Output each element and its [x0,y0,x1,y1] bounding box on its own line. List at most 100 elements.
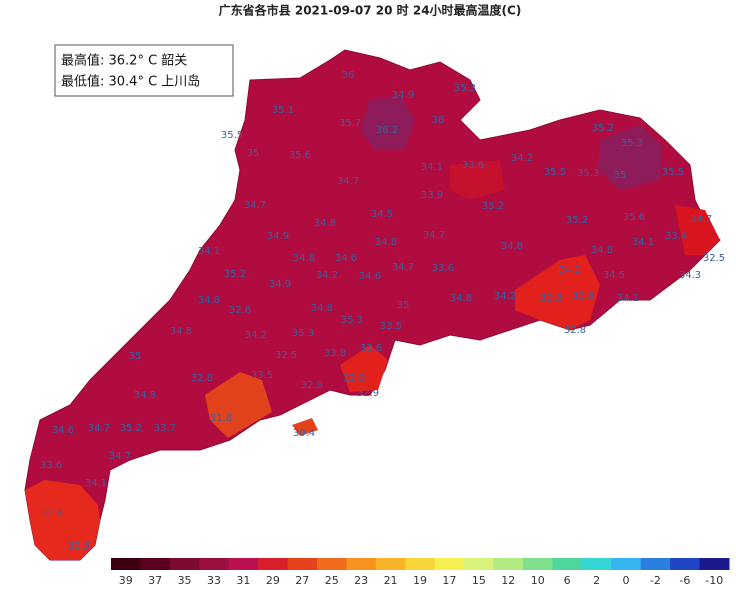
station-value: 32.9 [357,388,379,399]
colorbar-cell [434,558,465,570]
station-value: 34.2 [494,291,516,302]
station-value: 34.8 [198,295,220,306]
colorbar: 39 37 35 33 31 29 27 25 23 21 19 17 15 12 10 6 2 0 -2 -6 -10 [111,558,730,587]
station-value: 35.2 [566,215,588,226]
colorbar-label: 35 [178,574,192,587]
colorbar-label: 37 [148,574,162,587]
colorbar-label: 33 [207,574,221,587]
station-value: 32.8 [301,380,323,391]
station-value: 33.5 [251,370,273,381]
station-value: 35.2 [592,123,614,134]
station-value: 33.6 [432,263,454,274]
station-value: 34.7 [88,423,110,434]
station-value: 35.3 [454,83,476,94]
station-value: 31.8 [210,413,232,424]
station-value: 34.1 [85,478,107,489]
info-box [54,44,234,97]
region [340,345,388,392]
station-value: 34.7 [337,176,359,187]
station-value: 34.2 [245,330,267,341]
region [450,160,505,200]
station-value: 34.2 [316,270,338,281]
station-value: 34.6 [52,425,74,436]
station-value: 34.8 [311,303,333,314]
station-value: 32.6 [572,291,594,302]
colorbar-cell [552,558,583,570]
colorbar-cell [228,558,259,570]
station-value: 34.7 [423,230,445,241]
station-value: 34.8 [170,326,192,337]
colorbar-label: 21 [384,574,398,587]
station-value: 32.9 [343,373,365,384]
station-value: 34.7 [690,214,712,225]
station-value: 32.5 [703,253,725,264]
station-value: 35.6 [289,150,311,161]
station-value: 36.2 [376,125,398,136]
station-value: 35.3 [621,138,643,149]
colorbar-cell [258,558,289,570]
station-value: 34.5 [371,209,393,220]
station-value: 34.7 [109,451,131,462]
colorbar-cell [581,558,612,570]
station-value: 34.1 [198,246,220,257]
colorbar-cell [375,558,406,570]
colorbar-cell [405,558,436,570]
colorbar-cell [140,558,171,570]
region [675,205,720,255]
colorbar-label: 27 [295,574,309,587]
colorbar-cell [111,558,141,570]
station-value: 35.2 [482,201,504,212]
region [598,125,662,190]
station-value: 34.8 [293,253,315,264]
colorbar-label: 29 [266,574,280,587]
station-value: 34.8 [134,390,156,401]
colorbar-label: 31 [236,574,250,587]
region [25,480,100,560]
colorbar-label: -10 [705,574,723,587]
station-value: 35.5 [544,167,566,178]
colorbar-label: 23 [354,574,368,587]
colorbar-label: 12 [501,574,515,587]
station-value: 35 [247,148,260,159]
station-value: 34.3 [679,270,701,281]
station-value: 34.8 [314,218,336,229]
station-value: 34.1 [617,293,639,304]
station-value: 34.7 [392,262,414,273]
station-value: 32.4 [41,508,63,519]
station-value: 34.9 [392,90,414,101]
station-value: 32.8 [540,293,562,304]
station-value: 35.3 [577,168,599,179]
colorbar-label: 15 [472,574,486,587]
station-value: 34.8 [501,241,523,252]
colorbar-label: -6 [679,574,690,587]
station-value: 34.9 [267,231,289,242]
station-value: 36 [342,70,355,81]
colorbar-label: -2 [650,574,661,587]
colorbar-cell [670,558,701,570]
colorbar-cell [199,558,230,570]
colorbar-cell [611,558,642,570]
station-value: 34.5 [603,270,625,281]
station-value: 34.2 [511,153,533,164]
station-value: 35 [397,300,410,311]
station-value: 35.3 [341,315,363,326]
colorbar-cell [493,558,524,570]
station-value: 34.8 [591,245,613,256]
station-value: 33.6 [40,460,62,471]
station-value: 32.8 [191,373,213,384]
title: 广东省各市县 2021-09-07 20 时 24小时最高温度(C) [219,3,522,18]
station-value: 33.4 [665,231,687,242]
station-value: 35.1 [272,105,294,116]
colorbar-label: 19 [413,574,427,587]
station-value: 36 [432,115,445,126]
colorbar-label: 6 [564,574,571,587]
station-value: 35 [129,351,142,362]
station-value: 34.1 [421,162,443,173]
station-value: 35.3 [292,328,314,339]
colorbar-label: 25 [325,574,339,587]
colorbar-cell [317,558,347,570]
station-value: 32.6 [229,305,251,316]
station-value: 35.5 [221,130,243,141]
station-value: 33.6 [462,160,484,171]
colorbar-cell [346,558,377,570]
